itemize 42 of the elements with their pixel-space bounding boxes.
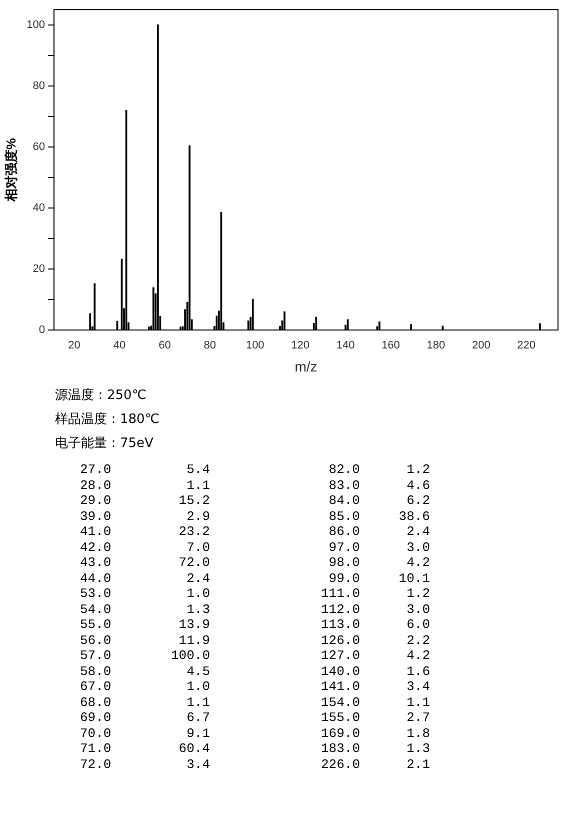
text: 58.0 4.5 140.0 1.6 (80, 664, 430, 678)
text: 29.0 15.2 84.0 6.2 (80, 493, 430, 508)
text: 56.0 11.9 126.0 2.2 (80, 632, 430, 648)
text: 44.0 2.4 99.0 10.1 (80, 570, 430, 586)
y-axis-title: 相对强度% (3, 138, 18, 203)
y-tick-label: 0 (38, 324, 45, 336)
text: 72.0 3.4 226.0 2.1 (80, 756, 430, 772)
x-tick-label: 60 (158, 340, 171, 352)
text: 27.0 5.4 82.0 1.2 (80, 462, 430, 477)
y-tick-label: 100 (26, 18, 45, 31)
x-tick-label: 220 (517, 340, 536, 352)
text: 67.0 1.0 141.0 3.4 (80, 679, 430, 694)
text: 57.0 100.0 127.0 4.2 (80, 648, 430, 663)
text: 28.0 1.1 83.0 4.6 (80, 478, 430, 492)
text: 43.0 72.0 98.0 4.2 (80, 555, 430, 570)
x-tick-label: 140 (336, 340, 355, 352)
x-tick-label: 80 (204, 340, 216, 352)
text: 样品温度：180℃ (55, 411, 160, 429)
x-tick-label: 20 (68, 340, 80, 352)
text: 69.0 6.7 155.0 2.7 (80, 710, 430, 725)
text: 68.0 1.1 154.0 1.1 (80, 694, 430, 710)
text: 41.0 23.2 86.0 2.4 (80, 524, 430, 539)
y-tick-label: 20 (32, 263, 45, 276)
x-tick-label: 180 (426, 340, 446, 352)
y-tick-label: 80 (32, 80, 45, 92)
x-tick-label: 160 (382, 340, 400, 352)
text: 54.0 1.3 112.0 3.0 (80, 602, 430, 616)
x-tick-label: 120 (291, 340, 310, 352)
text: 70.0 9.1 169.0 1.8 (80, 726, 430, 740)
x-axis-title: m/z (294, 358, 318, 374)
x-tick-label: 100 (246, 340, 264, 352)
text: 55.0 13.9 113.0 6.0 (80, 617, 430, 632)
text: 42.0 7.0 97.0 3.0 (80, 540, 430, 554)
x-tick-label: 40 (113, 340, 126, 352)
text: 39.0 2.9 85.0 38.6 (80, 508, 430, 524)
y-tick-label: 60 (32, 140, 45, 153)
text: 源温度：250℃ (55, 387, 148, 405)
text: 71.0 60.4 183.0 1.3 (80, 741, 430, 756)
text: 53.0 1.0 111.0 1.2 (80, 586, 430, 601)
y-tick-label: 40 (32, 202, 45, 214)
x-tick-label: 200 (472, 340, 490, 352)
text: 电子能量：75eV (55, 435, 154, 453)
